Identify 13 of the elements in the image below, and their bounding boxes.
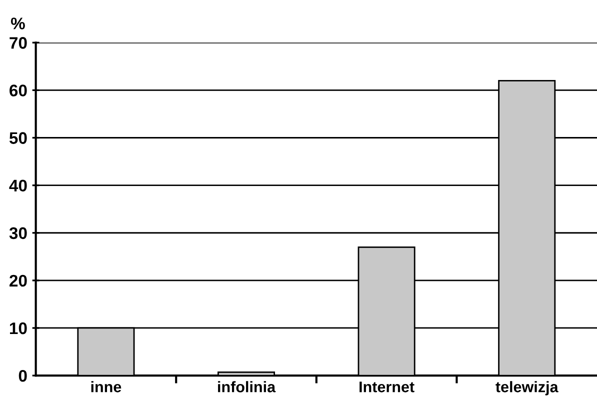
y-tick-label: 20 [10, 274, 27, 287]
y-tick-label: 60 [10, 84, 27, 96]
y-tick-label: 10 [10, 322, 27, 334]
y-tick-label: 30 [9, 227, 27, 240]
y-tick-label: 70 [10, 37, 27, 49]
y-tick-label: 50 [9, 132, 27, 144]
x-tick-label: Internet [360, 382, 414, 392]
y-axis-title: % [10, 18, 25, 30]
y-tick-label: 40 [9, 180, 27, 192]
x-tick-label: inne [91, 381, 122, 392]
y-tick-label: 0 [18, 370, 27, 382]
x-tick-label: infolinia [218, 381, 276, 392]
x-tick-label: telewizja [496, 381, 558, 396]
